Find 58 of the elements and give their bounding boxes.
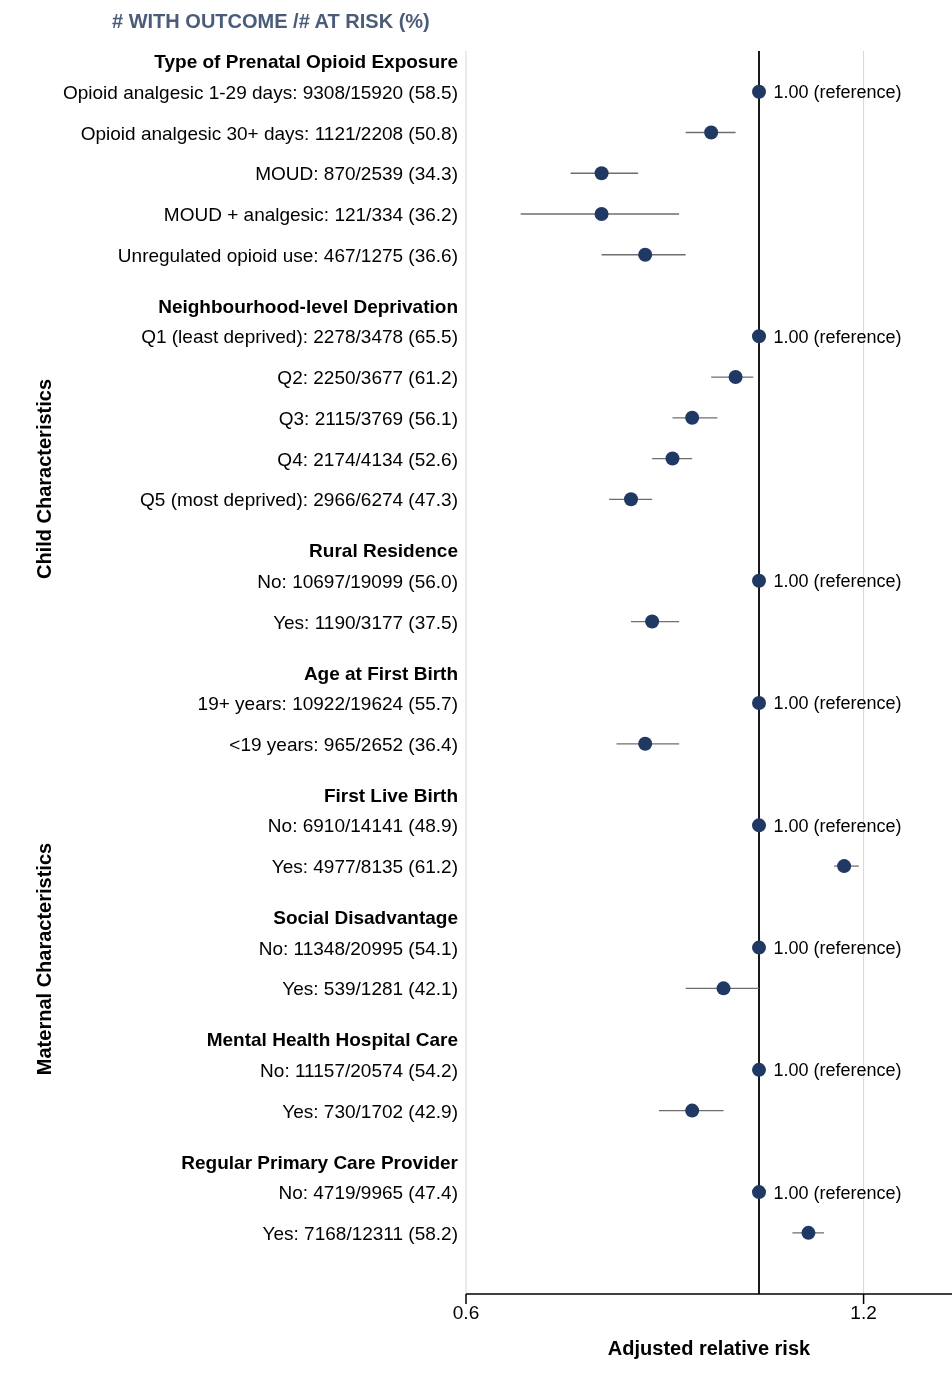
y-tick-label: No: 4719/9965 (47.4) — [278, 1182, 458, 1204]
point — [638, 736, 653, 751]
point — [752, 1062, 766, 1077]
y-tick-label: No: 10697/19099 (56.0) — [257, 570, 458, 592]
point — [752, 696, 766, 711]
y-tick-label: MOUD + analgesic: 121/334 (36.2) — [163, 204, 458, 226]
y-tick-label: MOUD: 870/2539 (34.3) — [255, 163, 458, 185]
text: Maternal Characteristics — [32, 842, 56, 1076]
point — [752, 940, 766, 955]
x-axis-title: Adjusted relative risk — [607, 1337, 812, 1359]
y-tick-label: Rural Residence — [309, 540, 458, 562]
y-tick-label: Yes: 4977/8135 (61.2) — [271, 856, 458, 878]
data-label: 1.00 (reference) — [773, 82, 902, 103]
y-tick-label: First Live Birth — [323, 784, 458, 806]
point — [665, 451, 680, 466]
y-tick-label: No: 11348/20995 (54.1) — [258, 937, 458, 959]
point — [752, 329, 766, 344]
point — [728, 370, 743, 385]
y-tick-label: Unregulated opioid use: 467/1275 (36.6) — [117, 244, 458, 266]
y-tick-label: Q5 (most deprived): 2966/6274 (47.3) — [140, 489, 458, 511]
text: # WITH OUTCOME /# AT RISK (%) — [112, 9, 431, 34]
y-tick-label: Age at First Birth — [303, 662, 458, 684]
y-tick-label: Q4: 2174/4134 (52.6) — [277, 448, 458, 470]
y-tick-label: Opioid analgesic 1-29 days: 9308/15920 (58.5) — [62, 81, 458, 103]
data-label: 1.00 (reference) — [773, 571, 902, 592]
data-label: 1.00 (reference) — [773, 815, 902, 836]
y-tick-label: No: 6910/14141 (48.9) — [267, 815, 458, 837]
point — [638, 247, 653, 262]
y-tick-label: <19 years: 965/2652 (36.4) — [229, 733, 458, 755]
x-tick-label: 1.2 — [850, 1302, 877, 1324]
y-tick-label: Type of Prenatal Opioid Exposure — [154, 51, 458, 73]
y-tick-label: Q2: 2250/3677 (61.2) — [277, 367, 458, 389]
point — [752, 1185, 766, 1200]
data-label: 1.00 (reference) — [773, 1060, 902, 1081]
y-tick-label: Yes: 539/1281 (42.1) — [282, 978, 458, 1000]
y-tick-label: Q1 (least deprived): 2278/3478 (65.5) — [141, 326, 458, 348]
data-label: 1.00 (reference) — [773, 1182, 902, 1203]
x-tick-label: 0.6 — [452, 1302, 480, 1324]
data-label: 1.00 (reference) — [773, 326, 902, 347]
y-tick-label: Yes: 7168/12311 (58.2) — [262, 1222, 458, 1244]
y-tick-label: Neighbourhood-level Deprivation — [158, 295, 458, 317]
text: Child Characteristics — [32, 378, 56, 580]
y-tick-label: Regular Primary Care Provider — [181, 1151, 459, 1173]
data-label: 1.00 (reference) — [773, 693, 902, 714]
y-tick-label: Yes: 730/1702 (42.9) — [282, 1100, 458, 1122]
point — [645, 614, 660, 629]
y-tick-label: 19+ years: 10922/19624 (55.7) — [197, 693, 458, 715]
point — [624, 492, 639, 507]
point — [752, 84, 766, 99]
y-tick-label: Social Disadvantage — [273, 907, 458, 929]
y-tick-label: Opioid analgesic 30+ days: 1121/2208 (50.8) — [80, 122, 458, 144]
y-tick-label: Yes: 1190/3177 (37.5) — [273, 611, 458, 633]
y-tick-label: No: 11157/20574 (54.2) — [260, 1059, 458, 1081]
point — [752, 818, 766, 833]
point — [752, 573, 766, 588]
y-tick-label: Mental Health Hospital Care — [206, 1029, 458, 1051]
data-label: 1.00 (reference) — [773, 937, 902, 958]
y-tick-label: Q3: 2115/3769 (56.1) — [278, 407, 458, 429]
